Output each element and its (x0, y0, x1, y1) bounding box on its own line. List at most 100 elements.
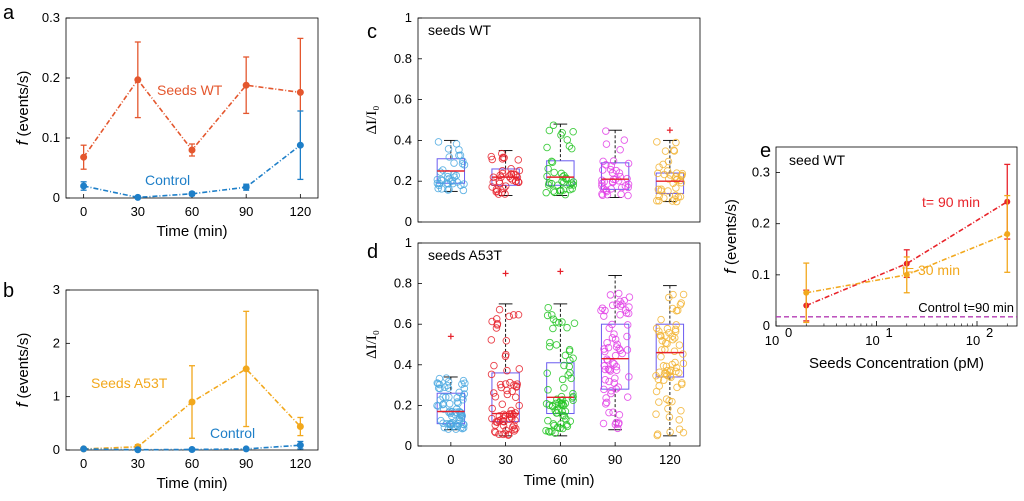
scatter-point (677, 406, 685, 415)
scatter-point (605, 408, 613, 417)
scatter-point (600, 312, 608, 320)
scatter-point (434, 184, 442, 193)
scatter-point (459, 424, 468, 432)
panel-label-b: b (3, 280, 14, 302)
scatter-point (661, 147, 670, 155)
y-axis-label: f (events/s) (721, 199, 740, 274)
scatter-point (433, 175, 442, 184)
reference-line-label: Control t=90 min (918, 300, 1014, 315)
scatter-point (505, 312, 513, 321)
panel-label-d: d (367, 241, 378, 263)
scatter-point (434, 379, 442, 388)
scatter-point (548, 158, 557, 166)
scatter-point (559, 424, 567, 433)
scatter-point (548, 311, 556, 319)
scatter-point (498, 188, 506, 197)
x-tick-label: 30 (498, 452, 512, 467)
y-axis-label: f (events/s) (13, 333, 32, 408)
scatter-point (565, 345, 574, 354)
scatter-point (514, 156, 523, 164)
scatter-point (614, 289, 623, 298)
scatter-point (602, 127, 610, 135)
scatter-point (599, 419, 608, 428)
x-tick-label: 10 (765, 333, 779, 348)
y-tick-label: 0.2 (394, 397, 412, 412)
x-tick-label: 10 (865, 333, 879, 348)
scatter-point (443, 419, 451, 428)
scatter-point (679, 359, 688, 368)
scatter-point (673, 306, 682, 315)
scatter-point (565, 347, 574, 355)
y-axis-label-italic: f (13, 138, 32, 145)
scatter-point (504, 431, 513, 439)
scatter-point (442, 374, 451, 382)
x-tick-exponent: 0 (785, 325, 792, 340)
scatter-point (608, 301, 617, 310)
scatter-point (488, 155, 496, 164)
x-tick-label: 0 (80, 204, 87, 219)
scatter-point (506, 378, 514, 387)
scatter-point (503, 366, 511, 375)
scatter-point (561, 190, 570, 199)
scatter-point (551, 406, 560, 415)
scatter-point (452, 425, 460, 433)
panel-label-e: e (760, 140, 771, 162)
scatter-point (676, 192, 685, 201)
y-axis-label-units: (events/s) (723, 199, 740, 269)
scatter-point (544, 164, 552, 173)
series-label: Seeds WT (157, 82, 223, 98)
y-tick-label: 0 (405, 214, 412, 229)
panel-label-a: a (3, 2, 15, 24)
scatter-point (565, 362, 574, 371)
scatter-point (457, 424, 465, 432)
scatter-point (444, 425, 453, 433)
scatter-point (559, 411, 567, 420)
data-point (296, 88, 304, 96)
scatter-point (664, 175, 673, 183)
scatter-point (568, 179, 576, 188)
scatter-point (492, 324, 501, 332)
scatter-point (560, 361, 568, 370)
scatter-point (655, 382, 663, 390)
scatter-point (508, 423, 517, 431)
scatter-point (668, 304, 677, 313)
data-point (296, 141, 304, 149)
scatter-point (560, 171, 568, 180)
scatter-point (439, 393, 447, 401)
scatter-point (602, 140, 611, 148)
scatter-point (609, 408, 617, 417)
scatter-point (662, 362, 671, 371)
x-tick-label: 120 (290, 204, 312, 219)
scatter-point (490, 427, 499, 436)
scatter-point (557, 420, 565, 428)
scatter-point (549, 121, 558, 129)
y-tick-label: 0.4 (394, 357, 412, 372)
y-tick-label: 0.2 (42, 70, 60, 85)
data-point (80, 182, 88, 190)
scatter-point (613, 424, 622, 433)
plot-frame (775, 146, 1018, 327)
x-axis-label: Time (min) (156, 475, 227, 492)
scatter-point (669, 335, 677, 344)
scatter-point (549, 324, 557, 333)
scatter-point (657, 332, 665, 340)
scatter-point (658, 336, 667, 345)
y-axis-label-units: (events/s) (15, 333, 32, 403)
scatter-point (667, 373, 675, 382)
scatter-point (497, 383, 506, 392)
scatter-point (610, 330, 618, 338)
data-point (903, 271, 910, 278)
scatter-point (605, 377, 613, 386)
scatter-point (679, 428, 688, 437)
series-label: t= 30 min (902, 262, 960, 278)
scatter-point (499, 153, 507, 162)
scatter-point (493, 187, 501, 195)
scatter-point (600, 385, 608, 394)
scatter-point (490, 361, 498, 370)
plot-frame (417, 17, 701, 223)
scatter-point (659, 362, 668, 370)
scatter-point (496, 380, 505, 389)
scatter-point (623, 321, 632, 329)
y-tick-label: 0 (405, 438, 412, 453)
